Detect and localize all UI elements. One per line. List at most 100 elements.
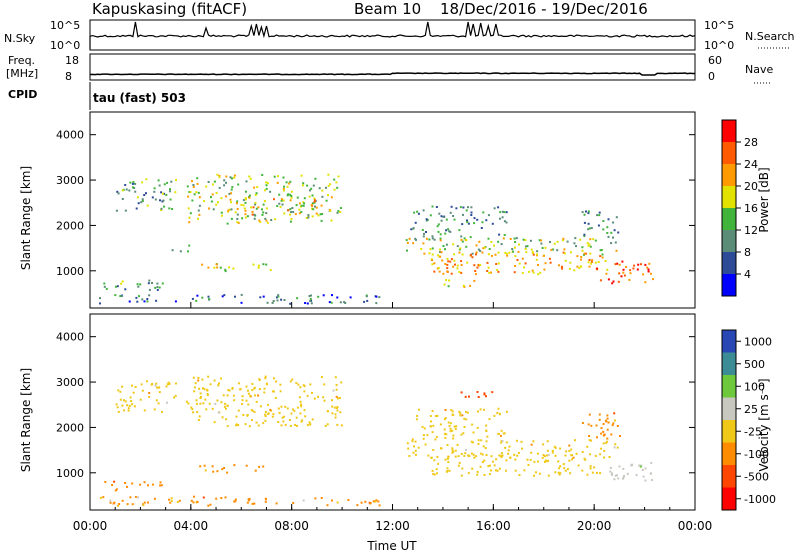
power-cell [313,199,316,202]
power-cell [234,211,237,214]
power-cell [515,237,518,240]
power-cell [121,280,124,283]
velocity-cell [481,461,484,464]
power-cell [248,196,251,199]
velocity-cell [233,399,236,402]
power-cell [612,236,614,239]
power-cell [474,273,477,276]
velocity-cell [123,399,125,402]
velocity-cell [433,459,436,462]
velocity-cell [129,396,132,399]
velocity-cell [289,380,292,383]
power-cell [327,173,330,176]
velocity-cell [272,390,275,393]
power-cell [563,252,566,255]
velocity-cell [121,404,124,407]
power-cell [422,209,425,212]
power-cell [487,253,490,256]
velocity-cell [463,426,466,428]
power-cell [439,233,442,236]
velocity-cell [447,421,450,424]
power-cell [458,251,461,254]
velocity-cell [148,395,151,398]
power-cell [543,268,546,271]
velocity-cell [500,441,503,444]
velocity-cell [607,421,610,424]
power-cell [237,221,240,224]
power-cell [156,289,159,291]
velocity-cell [437,462,440,465]
power-cell [525,245,527,248]
power-cell [375,295,378,298]
velocity-cell [443,432,446,435]
velocity-cell [334,376,337,379]
velocity-cell [477,410,479,413]
velocity-cell [584,458,587,461]
velocity-cell [174,394,177,397]
velocity-cell [185,400,188,403]
velocity-cell [159,484,162,487]
time-axis: 00:00 04:00 08:00 12:00 16:00 20:00 00:00 [73,302,712,533]
velocity-cell [283,415,285,418]
velocity-ytick-label: 4000 [56,331,84,344]
velocity-cell [605,420,608,423]
power-cell [138,295,140,298]
power-cell [265,181,268,184]
power-cell [558,264,560,267]
velocity-cell [464,395,467,398]
power-cell [444,232,447,235]
power-cell [425,218,428,221]
power-cell [117,192,120,195]
nsky-trace [89,21,696,49]
velocity-cell [157,402,160,405]
velocity-cell [126,503,129,506]
velocity-cell [374,500,377,503]
power-cell [275,296,278,299]
power-cell [187,195,190,198]
power-cell [129,181,132,184]
power-cell [119,295,122,298]
velocity-cell [504,446,507,449]
power-cell [121,189,124,192]
velocity-cell [577,464,580,467]
power-cell [344,302,347,304]
velocity-cell [411,438,414,441]
power-cell [143,300,146,303]
power-cell [592,238,595,241]
power-cell [191,199,194,202]
power-cell [201,263,204,266]
velocity-cell [542,454,545,456]
velocity-cell [211,407,214,410]
power-cell [277,294,280,297]
velocity-cell [126,404,129,407]
power-cell [597,261,600,263]
power-cell [532,271,535,274]
power-cell [575,245,577,248]
velocity-cell [117,504,119,507]
velocity-cell [650,479,653,481]
velocity-cell [131,482,134,485]
power-colorbar-swatch [722,142,736,164]
velocity-cell [153,408,156,411]
power-cell [140,201,143,204]
power-cell [644,281,647,284]
power-cell [300,174,303,177]
power-cell [193,193,196,196]
power-cell [220,214,223,217]
power-cell [137,285,140,288]
power-cell [301,184,304,187]
velocity-cell [589,467,592,470]
velocity-cell [156,386,158,389]
power-cell [240,301,243,304]
power-cell [310,204,313,207]
velocity-panel: 1000 2000 3000 4000 Slant Range [km] 1000 50… [19,313,776,511]
power-cell [614,263,617,266]
velocity-cell [237,382,240,385]
power-cell [596,214,599,217]
velocity-cell [446,444,449,446]
velocity-cell [197,379,200,382]
velocity-cell [199,392,202,395]
velocity-cell [606,428,609,431]
power-cell [309,297,312,300]
power-colorbar-swatch [722,120,736,142]
